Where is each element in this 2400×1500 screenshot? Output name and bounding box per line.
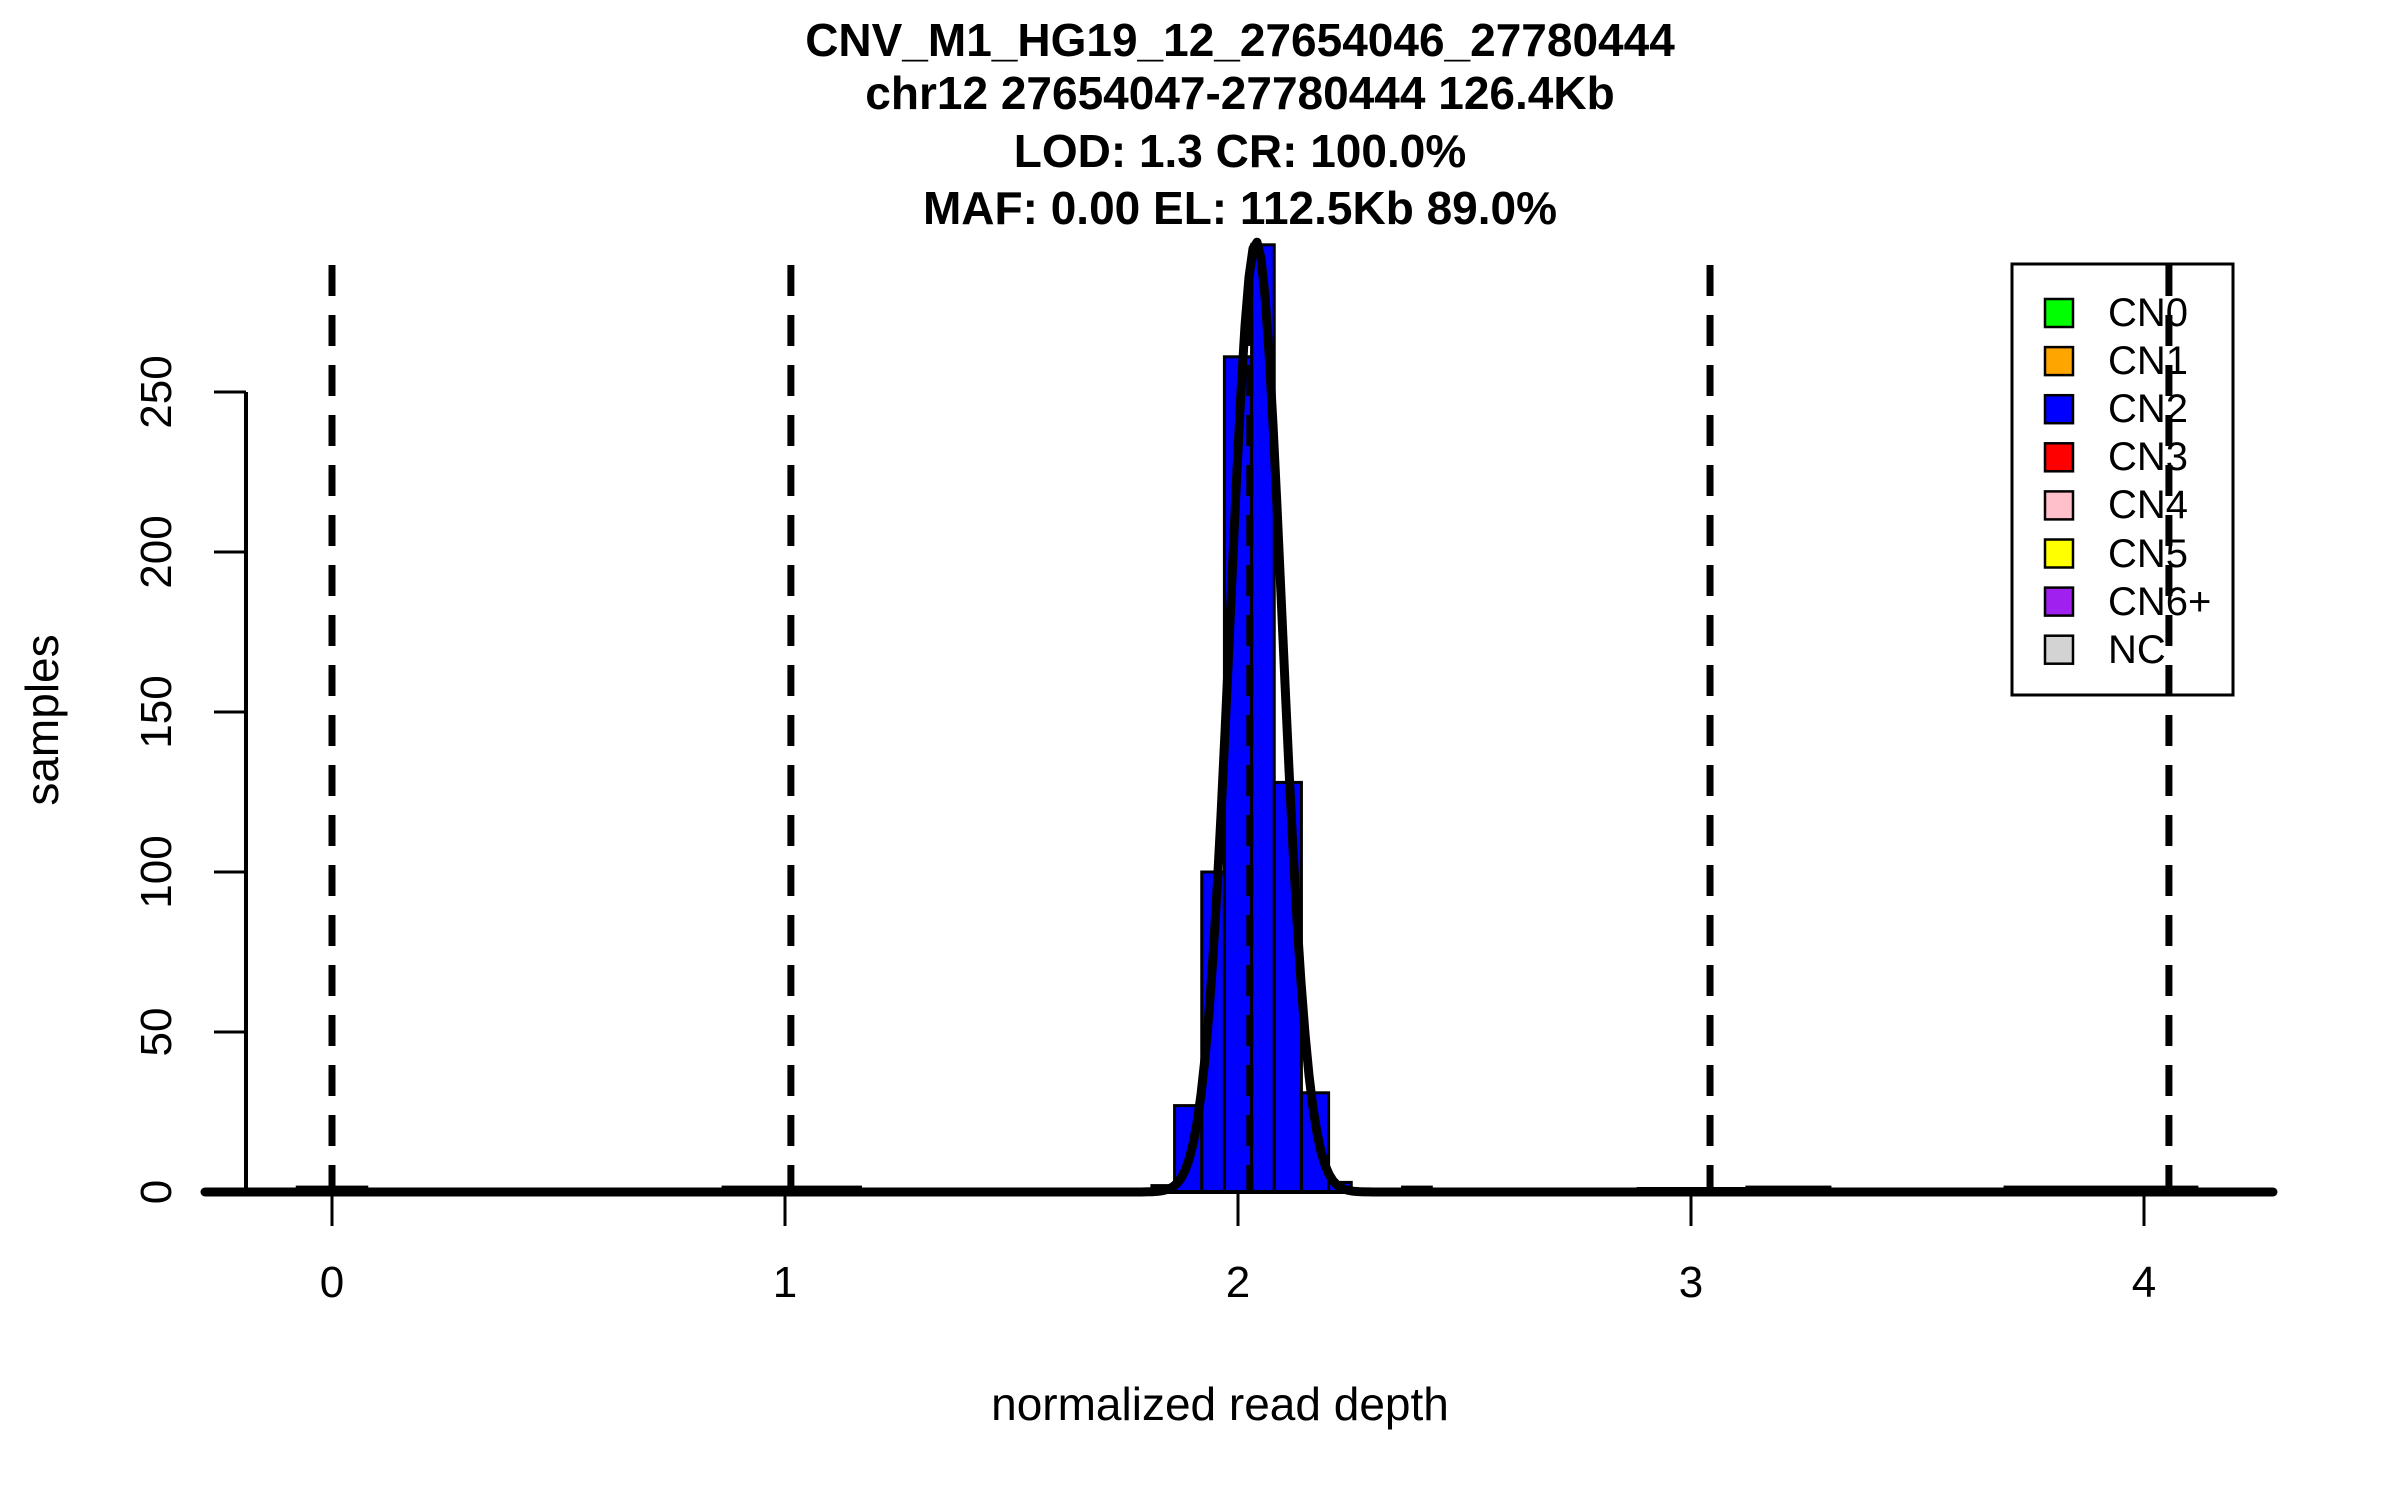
x-tick-label-4: 4: [2131, 1258, 2157, 1307]
plot-title-line-4: MAF: 0.00 EL: 112.5Kb 89.0%: [922, 182, 1558, 234]
plot-title-line-2: chr12 27654047-27780444 126.4Kb: [865, 67, 1615, 119]
x-tick-label-0: 0: [319, 1258, 345, 1307]
legend-box: [2010, 262, 2235, 697]
legend-swatch-cn6plus: [2043, 586, 2075, 617]
legend-swatch-cn2: [2043, 393, 2075, 425]
legend-label-cn6plus: CN6+: [2108, 579, 2212, 624]
x-axis-title: normalized read depth: [991, 1378, 1449, 1430]
legend-swatch-cn4: [2043, 490, 2075, 521]
y-tick-label-250: 250: [132, 355, 181, 429]
y-tick-label-200: 200: [132, 515, 181, 589]
legend-label-cn5: CN5: [2108, 531, 2189, 576]
legend-label-cn2: CN2: [2108, 387, 2189, 432]
legend-swatch-nc: [2043, 634, 2075, 665]
y-tick-label-150: 150: [132, 675, 181, 749]
legend-swatch-cn1: [2043, 345, 2075, 377]
legend-swatch-cn3: [2043, 442, 2075, 473]
plot-title-line-1: CNV_M1_HG19_12_27654046_27780444: [805, 14, 1675, 66]
plot-title-line-3: LOD: 1.3 CR: 100.0%: [1013, 125, 1467, 177]
x-tick-label-3: 3: [1678, 1258, 1704, 1307]
y-tick-label-50: 50: [132, 1007, 181, 1057]
legend-label-cn1: CN1: [2108, 339, 2189, 384]
x-tick-label-1: 1: [772, 1258, 798, 1307]
x-tick-label-2: 2: [1225, 1258, 1251, 1307]
legend-swatch-cn0: [2043, 297, 2075, 329]
y-tick-label-100: 100: [132, 835, 181, 909]
legend-label-nc: NC: [2108, 627, 2166, 672]
legend-swatch-cn5: [2043, 538, 2075, 569]
y-axis-title: samples: [16, 634, 68, 806]
y-tick-label-0: 0: [132, 1179, 181, 1205]
legend-label-cn0: CN0: [2108, 291, 2189, 335]
legend-label-cn3: CN3: [2108, 435, 2189, 480]
legend-label-cn4: CN4: [2108, 483, 2189, 528]
